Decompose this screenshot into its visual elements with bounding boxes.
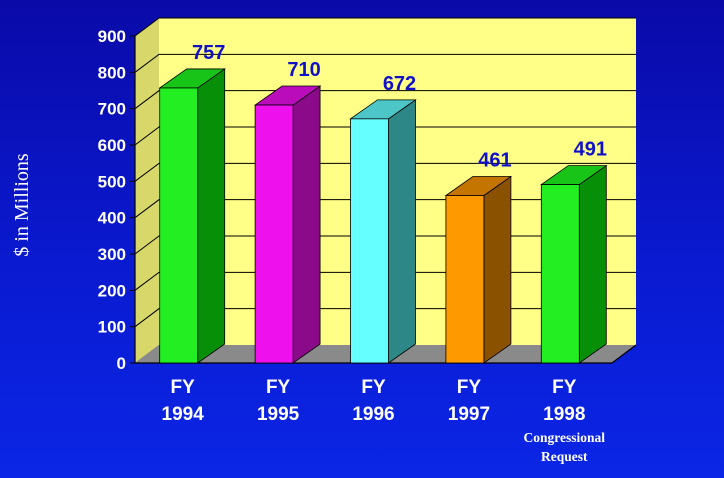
x-tick-note: Congressional xyxy=(524,430,606,445)
x-tick-note-line2: Request xyxy=(541,449,588,464)
x-tick-label: FY xyxy=(266,377,291,398)
bar-front xyxy=(350,118,389,364)
x-category: FY 1998 Congressional Request xyxy=(524,377,606,464)
x-tick-label: FY xyxy=(361,377,386,398)
y-tick-label: 700 xyxy=(98,100,126,119)
gridline xyxy=(134,162,636,182)
bar xyxy=(253,85,322,364)
x-tick-label: FY xyxy=(171,377,196,398)
data-label: 757 xyxy=(192,42,225,64)
gridline xyxy=(134,17,636,37)
x-tick-label: FY xyxy=(552,377,577,398)
x-tick-label-year: 1996 xyxy=(352,404,394,425)
bar-side xyxy=(578,164,607,364)
bar xyxy=(349,99,417,364)
bars: 757 710 672 461 491 xyxy=(158,42,608,364)
bar-side xyxy=(483,175,512,364)
y-tick-label: 500 xyxy=(98,172,126,191)
x-tick-label-year: 1997 xyxy=(448,404,490,425)
bar-front xyxy=(254,104,294,364)
bar-side xyxy=(197,68,226,364)
floor-edge xyxy=(611,344,637,364)
y-tick-label: 800 xyxy=(98,63,126,82)
gridline xyxy=(134,53,636,73)
x-category: FY 1994 xyxy=(162,377,205,425)
x-category: FY 1997 xyxy=(448,377,490,425)
y-tick-label: 900 xyxy=(98,27,126,46)
data-label: 672 xyxy=(383,73,416,95)
data-label: 491 xyxy=(574,139,607,161)
bar-side xyxy=(292,85,321,364)
y-tick-label: 300 xyxy=(98,245,126,264)
y-tick-label: 600 xyxy=(98,136,126,155)
bar-front xyxy=(540,184,580,364)
y-tick-label: 0 xyxy=(117,354,126,373)
x-axis-categories: FY 1994 FY 1995 FY 1996 FY 1997 FY 1998 Congressio… xyxy=(162,377,606,464)
data-label: 461 xyxy=(478,150,511,172)
bar-front xyxy=(445,195,485,364)
y-axis-label: $ in Millions xyxy=(11,153,33,257)
y-tick-label: 400 xyxy=(98,209,126,228)
gridline xyxy=(134,126,636,146)
gridline xyxy=(134,90,636,110)
bar-front xyxy=(159,87,199,364)
x-tick-label-year: 1998 xyxy=(543,404,585,425)
bar xyxy=(158,68,226,364)
x-category: FY 1996 xyxy=(352,377,394,425)
bar xyxy=(540,164,608,364)
bar-side xyxy=(388,99,416,364)
y-tick-label: 100 xyxy=(98,318,126,337)
x-tick-label-year: 1995 xyxy=(257,404,300,425)
x-category: FY 1995 xyxy=(257,377,300,425)
bar xyxy=(444,175,513,364)
data-label: 710 xyxy=(287,59,320,81)
x-tick-label-year: 1994 xyxy=(162,404,205,425)
x-tick-label: FY xyxy=(457,377,482,398)
y-tick-label: 200 xyxy=(98,281,126,300)
y-axis-ticks: 0 100 200 300 400 500 600 700 800 900 xyxy=(98,27,135,373)
